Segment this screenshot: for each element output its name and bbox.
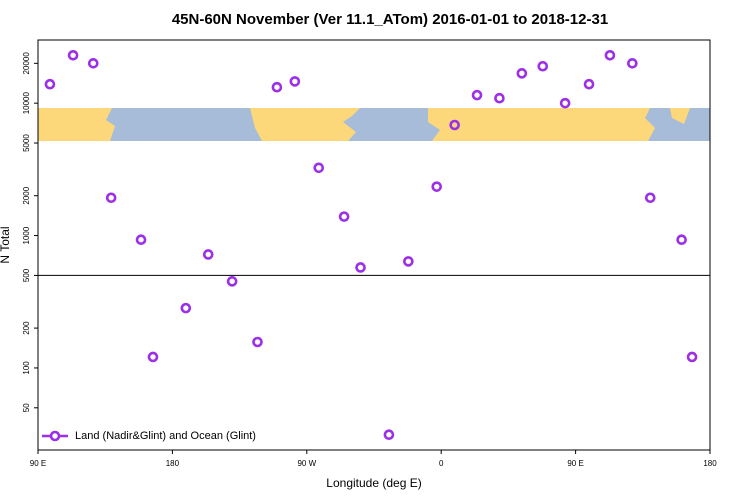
data-point: [67, 49, 79, 61]
y-tick-label: 2000: [22, 186, 31, 204]
data-point: [226, 276, 238, 287]
data-point: [644, 192, 656, 204]
data-point: [313, 162, 325, 174]
x-tick-label: 90 E: [567, 459, 583, 468]
legend-label: Land (Nadir&Glint) and Ocean (Glint): [75, 430, 256, 442]
data-point: [383, 429, 395, 441]
y-tick-label: 1000: [22, 226, 31, 244]
data-point: [403, 256, 414, 267]
x-tick-label: 90 W: [297, 459, 316, 468]
data-point: [87, 58, 99, 69]
data-point: [252, 336, 263, 348]
map-strip: [38, 108, 710, 141]
x-tick-label: 0: [439, 459, 444, 468]
y-tick-label: 500: [22, 268, 31, 282]
y-tick-label: 20000: [22, 52, 31, 75]
data-point: [559, 97, 571, 109]
data-point: [431, 181, 443, 192]
chart-title: 45N-60N November (Ver 11.1_ATom) 2016-01…: [172, 11, 608, 28]
data-point: [135, 234, 147, 246]
y-tick-label: 100: [22, 361, 31, 375]
data-point: [44, 78, 56, 90]
y-tick-label: 200: [22, 321, 31, 335]
data-point: [471, 89, 483, 101]
y-tick-label: 5000: [22, 134, 31, 152]
data-point: [516, 68, 528, 79]
data-point: [147, 351, 159, 363]
data-point: [289, 76, 301, 87]
data-point: [449, 119, 460, 131]
data-point: [338, 211, 350, 222]
y-tick-label: 50: [22, 403, 31, 412]
data-point: [583, 78, 595, 90]
y-tick-label: 10000: [22, 91, 31, 114]
data-point: [604, 49, 616, 61]
x-tick-label: 90 E: [30, 459, 46, 468]
data-point: [537, 60, 549, 72]
x-tick-label: 180: [703, 459, 717, 468]
y-axis-label: N Total: [0, 226, 12, 263]
data-point: [271, 81, 283, 93]
data-point: [202, 249, 214, 260]
legend-marker: [49, 430, 61, 442]
data-point: [180, 302, 192, 314]
plot-frame: [37, 39, 711, 451]
x-axis-label: Longitude (deg E): [326, 476, 421, 490]
data-point: [676, 234, 687, 246]
data-point: [494, 92, 505, 104]
data-point: [686, 351, 698, 363]
x-tick-label: 180: [166, 459, 180, 468]
data-point: [627, 58, 638, 69]
data-point: [105, 192, 117, 204]
data-point: [355, 262, 366, 273]
